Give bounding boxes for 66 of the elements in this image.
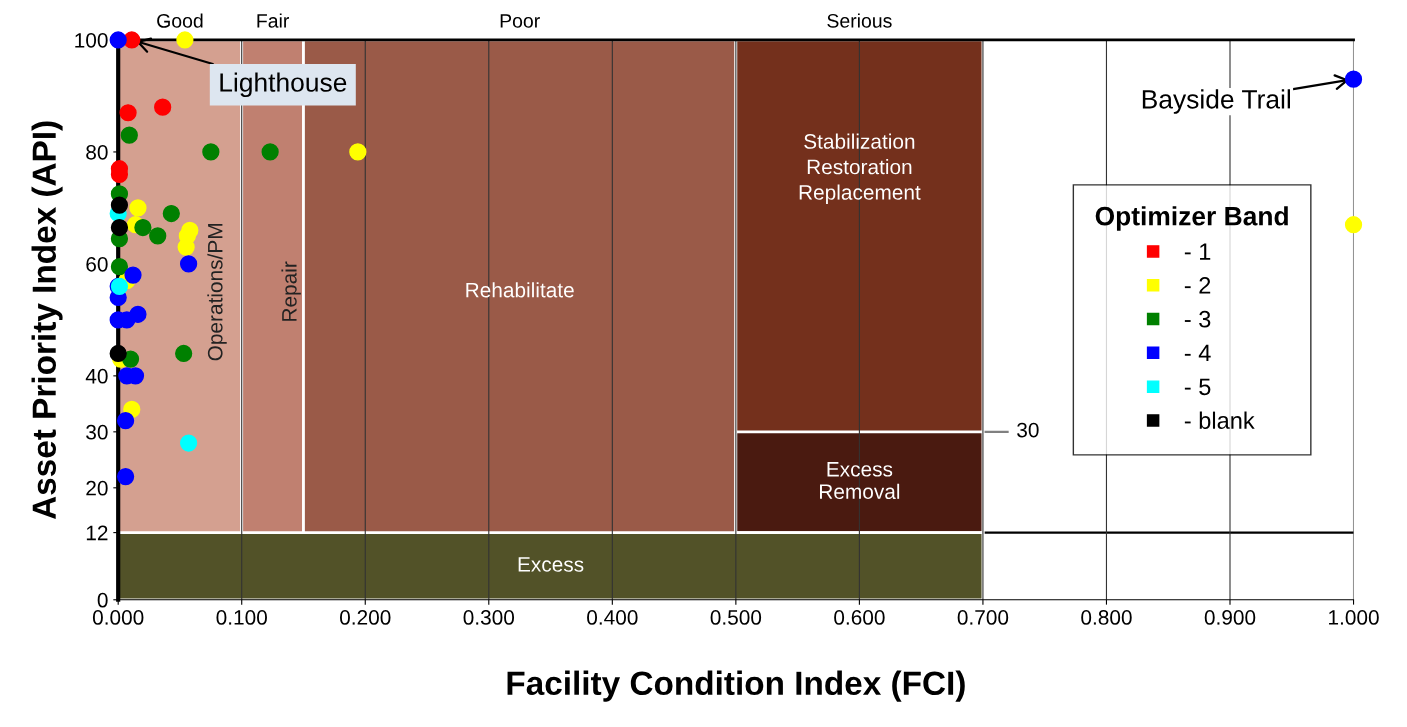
point — [176, 31, 194, 49]
legend-label: - 4 — [1184, 344, 1211, 362]
y-tick-label: 40 — [85, 368, 108, 384]
legend-label: - 1 — [1184, 243, 1211, 260]
x-tick-label: 0.400 — [587, 610, 638, 625]
point — [202, 143, 220, 161]
point — [179, 255, 198, 273]
point — [149, 227, 167, 245]
x-tick-label: 0.200 — [340, 610, 391, 625]
point — [261, 143, 279, 161]
text: Good — [157, 13, 203, 28]
band-label: Excess — [518, 557, 584, 572]
y-tick-label: 100 — [75, 32, 108, 48]
point — [162, 204, 180, 223]
point — [116, 412, 135, 430]
x-tick-label: 0.000 — [92, 610, 144, 625]
y-axis-title: Asset Priority Index (API) — [31, 121, 63, 520]
text: Serious — [827, 13, 892, 28]
y-tick-label: 80 — [86, 144, 108, 160]
text: Poor — [500, 14, 540, 28]
legend-label: - 3 — [1184, 310, 1211, 328]
x-tick-label: 0.800 — [1081, 610, 1132, 625]
band-label: Excess Removal — [820, 462, 900, 500]
point — [175, 344, 193, 363]
band-label: Operations/PM — [207, 224, 227, 361]
ref-line-label: 30 — [1017, 422, 1039, 438]
point — [119, 104, 137, 122]
y-tick-label: 20 — [86, 480, 108, 496]
x-tick-label: 0.600 — [834, 610, 885, 625]
point — [110, 258, 129, 276]
point — [109, 344, 127, 363]
point — [124, 266, 142, 284]
point — [120, 126, 138, 144]
legend-label: - 2 — [1184, 276, 1211, 294]
x-tick-label: 1.000 — [1329, 610, 1379, 625]
x-axis-title: Facility Condition Index (FCI) — [507, 670, 965, 702]
point — [349, 143, 367, 161]
point — [177, 238, 195, 256]
band-label: Repair — [281, 261, 301, 321]
point — [109, 31, 127, 49]
x-tick-label: 0.700 — [957, 610, 1009, 625]
x-tick-label: 0.500 — [710, 610, 762, 625]
y-tick-label: 12 — [86, 525, 108, 541]
y-tick-label: 0 — [97, 592, 108, 608]
point — [154, 98, 172, 116]
y-tick-label: 60 — [86, 256, 108, 272]
point — [110, 218, 129, 237]
legend-title: Optimizer Band — [1095, 206, 1288, 231]
annotation: Lighthouse — [220, 72, 347, 98]
point — [1344, 216, 1363, 234]
x-tick-label: 0.300 — [463, 610, 515, 625]
annotation: Bayside Trail — [1142, 89, 1291, 114]
y-tick-label: 30 — [86, 424, 108, 440]
band-label: Rehabilitate — [466, 282, 574, 298]
point — [179, 434, 198, 452]
point — [116, 468, 135, 486]
band-label: Stabilization Restoration Replacement — [799, 133, 921, 204]
legend-label: - blank — [1184, 411, 1255, 429]
x-tick-label: 0.900 — [1204, 610, 1256, 625]
point — [110, 196, 129, 214]
text: Fair — [257, 13, 290, 28]
point — [129, 199, 147, 217]
x-tick-label: 0.100 — [216, 610, 267, 625]
point — [134, 218, 152, 237]
point — [1344, 70, 1363, 88]
legend-label: - 5 — [1184, 378, 1211, 396]
